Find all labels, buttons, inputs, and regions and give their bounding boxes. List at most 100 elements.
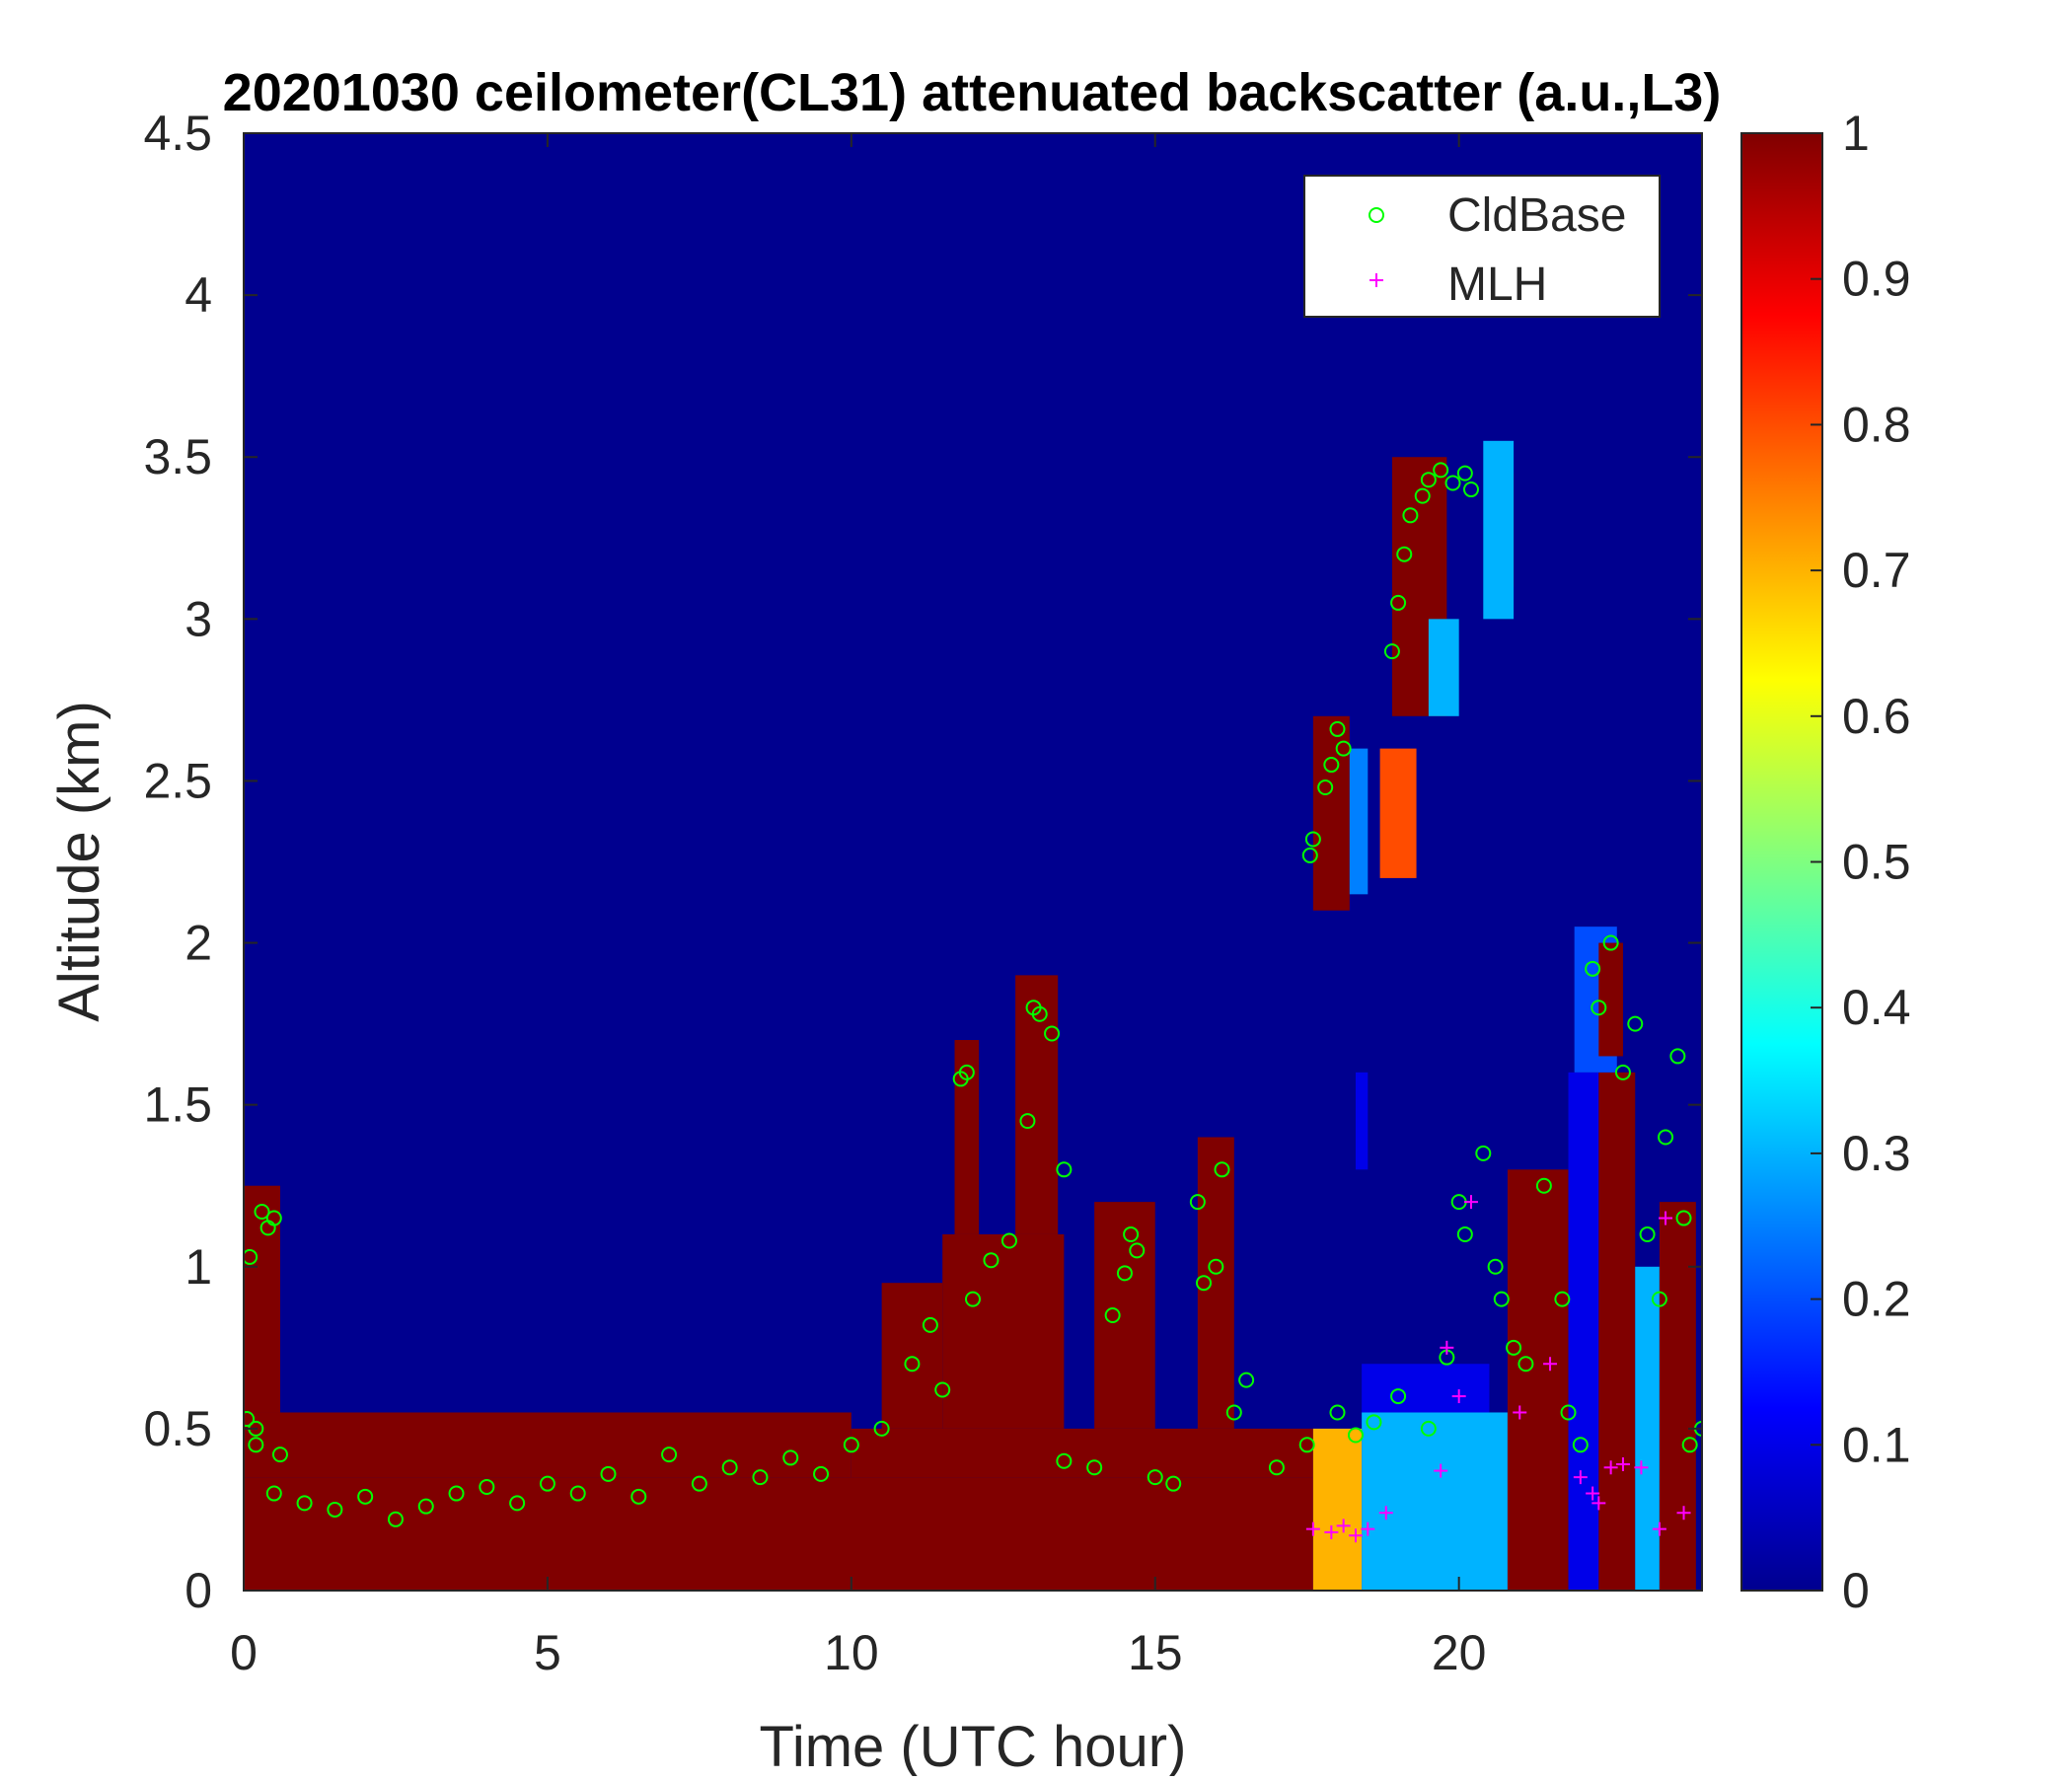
- cldbase-point: [327, 1501, 343, 1518]
- cldbase-point: [1019, 1113, 1036, 1130]
- x-tick-label: 0: [230, 1625, 258, 1680]
- backscatter-cell: [1362, 1412, 1508, 1591]
- colorbar-tick-label: 0.8: [1842, 397, 1911, 452]
- cldbase-point: [904, 1356, 921, 1373]
- backscatter-cell: [851, 1428, 1313, 1478]
- colorbar-tick-label: 0.1: [1842, 1417, 1911, 1472]
- cldbase-point: [1456, 465, 1473, 482]
- backscatter-cell: [1355, 1072, 1369, 1170]
- y-tick-label: 3: [185, 591, 212, 646]
- backscatter-cell: [1483, 440, 1515, 620]
- cldbase-point: [1572, 1437, 1589, 1453]
- cldbase-point: [1031, 1005, 1048, 1022]
- colorbar-tick-label: 0.7: [1842, 543, 1911, 598]
- cldbase-point: [1366, 1414, 1382, 1431]
- mlh-point: [1361, 1521, 1375, 1536]
- cldbase-point: [254, 1203, 270, 1220]
- backscatter-cell: [1428, 619, 1459, 716]
- cldbase-point: [1208, 1258, 1224, 1275]
- cldbase-point: [1433, 462, 1449, 479]
- cldbase-point: [1560, 1404, 1577, 1421]
- backscatter-cell: [881, 1283, 943, 1429]
- legend-cldbase-label: CldBase: [1447, 189, 1626, 242]
- marker-layer: [244, 462, 1702, 1543]
- cldbase-point: [752, 1469, 769, 1486]
- cldbase-point: [1390, 1388, 1407, 1405]
- chart-title: 20201030 ceilometer(CL31) attenuated bac…: [223, 63, 1722, 122]
- cldbase-point: [1444, 475, 1461, 491]
- cldbase-point: [1493, 1291, 1510, 1307]
- y-tick-label: 1: [185, 1239, 212, 1295]
- mlh-point: [1348, 1528, 1363, 1543]
- mlh-point: [1378, 1506, 1393, 1521]
- cldbase-point: [1627, 1015, 1644, 1032]
- cldbase-point: [1517, 1356, 1534, 1373]
- cldbase-point: [417, 1498, 434, 1515]
- backscatter-cell: [244, 1185, 280, 1413]
- mlh-point: [1603, 1460, 1618, 1475]
- backscatter-cell: [1197, 1137, 1234, 1429]
- cldbase-point: [1420, 472, 1437, 488]
- cldbase-point: [1487, 1258, 1504, 1275]
- colorbar-gradient: [1740, 132, 1823, 1592]
- mlh-point: [1305, 1521, 1320, 1536]
- y-tick-label: 4: [185, 267, 212, 323]
- cldbase-point: [782, 1449, 799, 1466]
- y-tick-label: 0: [185, 1563, 212, 1618]
- backscatter-cell: [1349, 748, 1369, 895]
- cldbase-point: [1189, 1194, 1206, 1211]
- y-tick-label: 1.5: [143, 1077, 212, 1133]
- cldbase-point: [1225, 1404, 1242, 1421]
- cldbase-point: [1402, 507, 1419, 524]
- cldbase-point: [721, 1459, 738, 1476]
- y-axis-label: Altitude (km): [47, 701, 111, 1022]
- cldbase-point: [983, 1252, 999, 1269]
- mlh-point: [1659, 1211, 1673, 1225]
- backscatter-cell: [1598, 1072, 1636, 1591]
- cldbase-point: [1420, 1420, 1437, 1437]
- cldbase-point: [569, 1485, 586, 1502]
- cldbase-point: [691, 1475, 707, 1492]
- cldbase-point: [1475, 1145, 1492, 1161]
- x-tick-label: 5: [534, 1625, 561, 1680]
- cldbase-point: [1651, 1291, 1667, 1307]
- cldbase-point: [1044, 1025, 1061, 1042]
- backscatter-cell: [1598, 942, 1623, 1057]
- mlh-point: [1513, 1405, 1527, 1420]
- cldbase-point: [1323, 757, 1340, 774]
- legend: CldBase MLH: [1303, 175, 1661, 318]
- cldbase-point: [843, 1437, 859, 1453]
- cldbase-point: [1591, 1000, 1607, 1016]
- y-tick-label: 2: [185, 916, 212, 971]
- cldbase-point: [509, 1495, 526, 1512]
- cldbase-point: [1086, 1459, 1103, 1476]
- cldbase-point: [1147, 1469, 1163, 1486]
- colorbar-ticks: 0 0.1 0.2 0.3 0.4 0.5 0.6 0.7 0.8 0.9 1: [1811, 106, 1911, 1618]
- mlh-point: [1652, 1521, 1666, 1536]
- y-tick-label: 0.5: [143, 1401, 212, 1456]
- mlh-point: [1451, 1389, 1466, 1404]
- cldbase-point: [1639, 1225, 1656, 1242]
- colorbar-tick-label: 0.2: [1842, 1272, 1911, 1327]
- cldbase-point: [1535, 1177, 1552, 1194]
- cldbase-point: [661, 1447, 678, 1463]
- cldbase-point: [448, 1485, 465, 1502]
- cldbase-point: [1123, 1225, 1140, 1242]
- mlh-point: [1615, 1456, 1630, 1471]
- cldbase-point: [1462, 482, 1479, 498]
- cldbase-point: [1681, 1437, 1698, 1453]
- x-tick-label: 10: [824, 1625, 879, 1680]
- cldbase-point: [248, 1437, 264, 1453]
- cldbase-point: [952, 1071, 969, 1087]
- cldbase-point: [1268, 1459, 1285, 1476]
- cldbase-point: [1335, 740, 1352, 757]
- colorbar-tick-label: 0.4: [1842, 980, 1911, 1035]
- mlh-point: [1434, 1463, 1448, 1478]
- cldbase-point: [1383, 643, 1400, 660]
- mlh-point: [1336, 1519, 1351, 1533]
- cldbase-point: [1585, 960, 1601, 977]
- y-tick-label: 2.5: [143, 753, 212, 808]
- cldbase-point: [934, 1381, 951, 1398]
- cldbase-point: [1390, 594, 1407, 611]
